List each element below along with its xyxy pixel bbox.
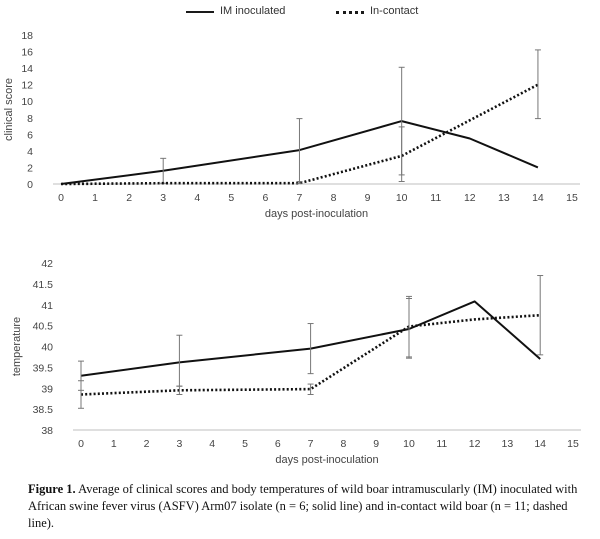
figure-caption: Figure 1. Average of clinical scores and… bbox=[28, 481, 586, 532]
x-tick-label: 1 bbox=[92, 192, 98, 204]
error-bar-in-contact bbox=[537, 275, 544, 356]
y-tick-label: 39 bbox=[41, 383, 53, 395]
error-bar-in-contact bbox=[534, 49, 541, 120]
x-tick-label: 4 bbox=[209, 438, 215, 450]
y-tick-label: 16 bbox=[21, 47, 33, 59]
x-tick-label: 10 bbox=[403, 438, 415, 450]
caption-text: Average of clinical scores and body temp… bbox=[28, 482, 578, 530]
error-bar-im-inoculated bbox=[176, 334, 183, 387]
x-tick-label: 2 bbox=[126, 192, 132, 204]
error-bar-im-inoculated bbox=[307, 323, 314, 375]
y-tick-label: 42 bbox=[41, 258, 53, 270]
error-bar-in-contact bbox=[296, 181, 303, 184]
x-tick-label: 12 bbox=[469, 438, 481, 450]
error-bar-in-contact bbox=[176, 385, 183, 396]
caption-label: Figure 1. bbox=[28, 482, 76, 496]
x-tick-label: 0 bbox=[58, 192, 64, 204]
x-tick-label: 5 bbox=[242, 438, 248, 450]
y-tick-label: 38.5 bbox=[33, 404, 54, 416]
x-tick-label: 11 bbox=[430, 192, 441, 204]
x-tick-label: 12 bbox=[464, 192, 476, 204]
x-tick-label: 8 bbox=[340, 438, 346, 450]
y-tick-label: 10 bbox=[21, 96, 33, 108]
y-tick-label: 38 bbox=[41, 425, 53, 437]
error-bar-in-contact bbox=[307, 383, 314, 396]
legend-swatch-in-contact bbox=[336, 11, 364, 14]
y-axis-label: temperature bbox=[11, 317, 23, 376]
x-tick-label: 2 bbox=[144, 438, 150, 450]
y-tick-label: 39.5 bbox=[33, 362, 54, 374]
x-tick-label: 4 bbox=[194, 192, 200, 204]
legend-swatch-im-inoculated bbox=[186, 11, 214, 13]
y-tick-label: 14 bbox=[21, 63, 33, 75]
y-tick-label: 40.5 bbox=[33, 321, 54, 333]
x-tick-label: 7 bbox=[297, 192, 303, 204]
y-tick-label: 18 bbox=[21, 30, 33, 42]
x-tick-label: 8 bbox=[331, 192, 337, 204]
y-tick-label: 8 bbox=[27, 113, 33, 125]
x-axis-label: days post-inoculation bbox=[275, 454, 378, 466]
legend-label-im-inoculated: IM inoculated bbox=[220, 5, 286, 17]
y-tick-label: 2 bbox=[27, 162, 33, 174]
x-tick-label: 3 bbox=[176, 438, 182, 450]
error-bar-in-contact bbox=[78, 380, 84, 409]
y-tick-label: 12 bbox=[21, 80, 33, 92]
y-tick-label: 6 bbox=[27, 129, 33, 141]
x-tick-label: 10 bbox=[396, 192, 408, 204]
y-tick-label: 4 bbox=[27, 146, 33, 158]
x-axis-label: days post-inoculation bbox=[265, 208, 368, 220]
x-tick-label: 13 bbox=[502, 438, 514, 450]
error-bar-in-contact bbox=[406, 295, 412, 359]
x-tick-label: 15 bbox=[566, 192, 578, 204]
x-tick-label: 14 bbox=[532, 192, 544, 204]
legend-label-in-contact: In-contact bbox=[370, 5, 419, 17]
x-tick-label: 0 bbox=[78, 438, 84, 450]
x-tick-label: 6 bbox=[262, 192, 268, 204]
y-tick-label: 41 bbox=[41, 300, 53, 312]
x-tick-label: 1 bbox=[111, 438, 117, 450]
x-tick-label: 6 bbox=[275, 438, 281, 450]
x-tick-label: 5 bbox=[228, 192, 234, 204]
x-tick-label: 9 bbox=[365, 192, 371, 204]
x-tick-label: 15 bbox=[567, 438, 579, 450]
x-tick-label: 11 bbox=[436, 438, 447, 450]
y-tick-label: 40 bbox=[41, 342, 53, 354]
x-tick-label: 13 bbox=[498, 192, 510, 204]
x-tick-label: 3 bbox=[160, 192, 166, 204]
chart-legend: IM inoculated In-contact bbox=[0, 4, 600, 20]
x-tick-label: 7 bbox=[308, 438, 314, 450]
series-line-im-inoculated bbox=[60, 120, 539, 185]
y-tick-label: 41.5 bbox=[33, 279, 54, 291]
x-tick-label: 9 bbox=[373, 438, 379, 450]
x-tick-label: 14 bbox=[534, 438, 546, 450]
y-axis-label: clinical score bbox=[3, 78, 15, 141]
series-line-im-inoculated bbox=[80, 300, 541, 377]
error-bar-in-contact bbox=[398, 126, 405, 183]
y-tick-label: 0 bbox=[27, 179, 33, 191]
series-line-in-contact bbox=[60, 83, 539, 186]
